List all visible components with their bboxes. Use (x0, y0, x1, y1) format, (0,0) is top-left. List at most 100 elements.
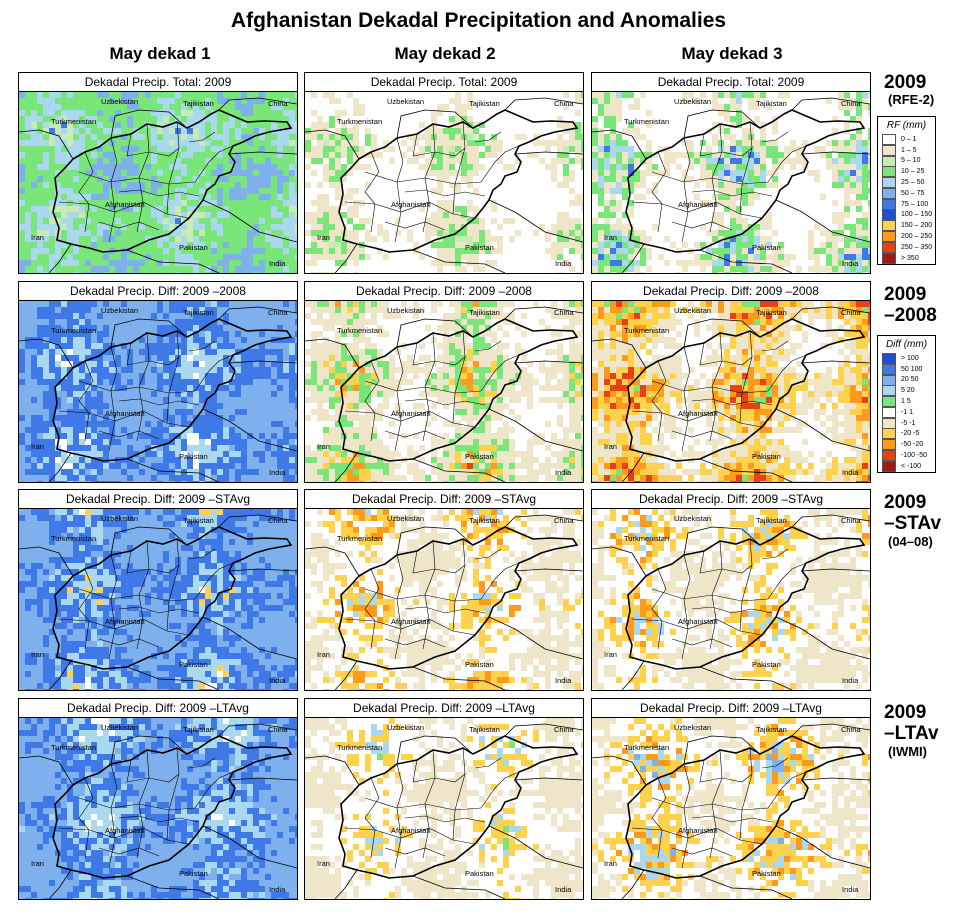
afghanistan-boundary (52, 735, 293, 879)
map-panel-row3-col3: Dekadal Precip. Diff: 2009 –STAvg Uzbeki… (591, 489, 871, 691)
map-label-pakistan: Pakistan (752, 660, 781, 669)
map-label-iran: Iran (31, 650, 44, 659)
legend-item: 150 – 200 (878, 220, 935, 232)
map-label-tajikistan: Tajikistan (469, 99, 500, 108)
map-label-uzbekistan: Uzbekistan (101, 723, 139, 732)
map-label-iran: Iran (604, 233, 617, 242)
map-label-iran: Iran (31, 859, 44, 868)
legend-swatch (882, 166, 896, 178)
map-label-iran: Iran (317, 233, 330, 242)
legend-title: RF (mm) (886, 120, 927, 131)
legend-swatch (882, 450, 896, 462)
panel-title: Dekadal Precip. Diff: 2009 –LTAvg (19, 699, 297, 718)
legend-swatch (882, 177, 896, 189)
map-label-china: China (268, 308, 288, 317)
map-label-turkmenistan: Turkmenistan (624, 743, 670, 752)
map-label-iran: Iran (317, 859, 330, 868)
map-label-turkmenistan: Turkmenistan (624, 117, 670, 126)
legend-item: 20 50 (878, 374, 935, 386)
legend-item-label: 50 – 75 (901, 189, 925, 197)
map-panel-row3-col1: Dekadal Precip. Diff: 2009 –STAvg Uzbeki… (18, 489, 298, 691)
map-label-pakistan: Pakistan (465, 660, 494, 669)
legend-item: 25 – 50 (878, 177, 935, 189)
map-label-india: India (842, 468, 859, 477)
map-label-turkmenistan: Turkmenistan (337, 326, 383, 335)
map-label-tajikistan: Tajikistan (756, 516, 787, 525)
map-label-china: China (554, 99, 574, 108)
map-label-india: India (555, 676, 572, 685)
legend-item-label: 75 – 100 (901, 200, 929, 208)
map-label-afghanistan: Afghanistan (105, 617, 145, 626)
legend-swatch (882, 231, 896, 243)
map-label-afghanistan: Afghanistan (391, 200, 431, 209)
map-label-china: China (841, 99, 861, 108)
legend-item: -100 -50 (878, 450, 935, 462)
map-label-tajikistan: Tajikistan (183, 516, 214, 525)
precip-map-raster (592, 301, 870, 482)
map-label-turkmenistan: Turkmenistan (51, 117, 97, 126)
map-panel-row1-col2: Dekadal Precip. Total: 2009 Uzbekistan Ta… (304, 72, 584, 274)
row-label-main: 2009 (884, 284, 927, 305)
map-panel-row4-col1: Dekadal Precip. Diff: 2009 –LTAvg Uzbeki… (18, 698, 298, 900)
map-label-china: China (554, 725, 574, 734)
legend-item: 1 5 (878, 396, 935, 408)
map-label-turkmenistan: Turkmenistan (51, 534, 97, 543)
legend-item: > 100 (878, 352, 935, 364)
afghanistan-boundary (338, 526, 579, 670)
panel-title: Dekadal Precip. Diff: 2009 –2008 (305, 282, 583, 301)
legend-swatch (882, 385, 896, 397)
map-label-turkmenistan: Turkmenistan (51, 326, 97, 335)
legend-item: 1 – 5 (878, 144, 935, 156)
legend-swatch (882, 417, 896, 429)
legend-swatch (882, 439, 896, 451)
map-label-india: India (269, 468, 286, 477)
legend-item: 200 – 250 (878, 231, 935, 243)
legend-item: -1 1 (878, 406, 935, 418)
row-label-main: 2009 (884, 702, 927, 723)
legend-item-label: -1 1 (901, 408, 914, 416)
map-label-turkmenistan: Turkmenistan (624, 534, 670, 543)
map-label-pakistan: Pakistan (179, 243, 208, 252)
map-label-turkmenistan: Turkmenistan (51, 743, 97, 752)
legend-item: 100 – 150 (878, 209, 935, 221)
panel-title: Dekadal Precip. Diff: 2009 –2008 (19, 282, 297, 301)
row-label-main: 2009 (884, 492, 927, 513)
afghanistan-boundary (625, 526, 866, 670)
legend-swatch (882, 241, 896, 253)
map-label-afghanistan: Afghanistan (105, 826, 145, 835)
legend-difference: Diff (mm) > 100 50 100 20 50 5 20 1 5 -1… (877, 335, 936, 473)
map-label-china: China (268, 725, 288, 734)
precip-map-raster (19, 92, 297, 273)
legend-title: Diff (mm) (885, 339, 928, 350)
panel-title: Dekadal Precip. Total: 2009 (592, 73, 870, 92)
map-label-afghanistan: Afghanistan (678, 617, 718, 626)
legend-item-label: 20 50 (901, 376, 919, 384)
map-label-china: China (268, 99, 288, 108)
row-label-sub2: (04–08) (888, 533, 933, 549)
map-label-iran: Iran (31, 442, 44, 451)
legend-item: < -100 (878, 460, 935, 472)
legend-item: -5 -1 (878, 417, 935, 429)
row-label-diff-stavg: 2009 –STAv (04–08) (884, 492, 954, 549)
precip-map-raster (592, 509, 870, 690)
legend-item-label: 1 5 (901, 398, 911, 406)
legend-item-label: 250 – 350 (901, 243, 933, 251)
legend-swatch (882, 144, 896, 156)
legend-swatch (882, 133, 896, 145)
precip-map-raster (305, 718, 583, 899)
map-label-afghanistan: Afghanistan (678, 200, 718, 209)
legend-item-label: > 100 (901, 354, 919, 362)
map-label-china: China (268, 516, 288, 525)
legend-swatch (882, 406, 896, 418)
map-label-afghanistan: Afghanistan (391, 617, 431, 626)
legend-swatch (882, 252, 896, 264)
map-label-pakistan: Pakistan (179, 660, 208, 669)
map-label-turkmenistan: Turkmenistan (337, 117, 383, 126)
map-panel-row2-col2: Dekadal Precip. Diff: 2009 –2008 Uzbekis… (304, 281, 584, 483)
legend-item-label: -20 -5 (901, 430, 920, 438)
map-label-tajikistan: Tajikistan (183, 308, 214, 317)
row-label-main: 2009 (884, 72, 927, 93)
map-label-tajikistan: Tajikistan (756, 99, 787, 108)
legend-item-label: > 350 (901, 254, 919, 262)
map-label-china: China (841, 516, 861, 525)
